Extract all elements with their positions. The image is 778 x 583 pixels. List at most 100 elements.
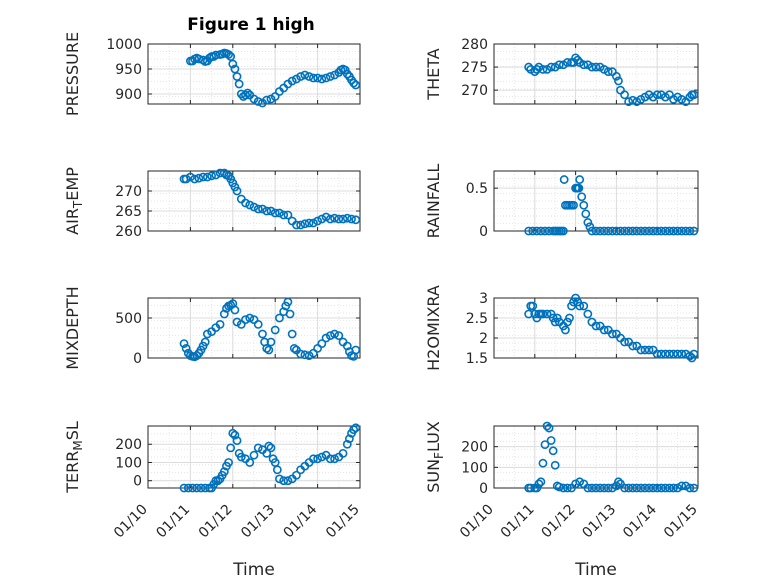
data-point-pressure xyxy=(313,73,322,83)
data-point-sun_flux xyxy=(595,483,605,493)
data-point-air_temp xyxy=(207,171,216,181)
data-point-sun_flux xyxy=(583,483,593,493)
data-point-terr_msl xyxy=(245,458,255,467)
data-point-mixdepth xyxy=(308,348,318,358)
ylabel-h2omixra: H2OMIXRA xyxy=(424,285,443,371)
data-point-rainfall xyxy=(689,226,699,236)
data-point-sun_flux xyxy=(689,483,699,493)
data-point-mixdepth xyxy=(219,309,229,319)
data-point-pressure xyxy=(253,97,263,106)
xtick-label: 01/14 xyxy=(281,501,321,541)
data-point-rainfall xyxy=(620,226,629,236)
data-point-pressure xyxy=(234,79,244,89)
data-point-sun_flux xyxy=(603,483,613,493)
data-point-sun_flux xyxy=(620,483,629,493)
data-point-pressure xyxy=(230,64,240,74)
data-point-theta xyxy=(612,71,621,81)
ytick-label: 200 xyxy=(461,440,488,456)
ytick-label: 0.5 xyxy=(466,181,488,197)
data-point-air_temp xyxy=(198,172,208,182)
data-point-sun_flux xyxy=(563,483,572,493)
data-point-sun_flux xyxy=(624,483,634,493)
data-point-mixdepth xyxy=(181,343,191,353)
data-point-rainfall xyxy=(559,175,569,184)
data-point-terr_msl xyxy=(351,423,361,433)
data-point-rainfall xyxy=(581,209,591,219)
data-point-terr_msl xyxy=(264,441,274,451)
xlabel: Time xyxy=(232,560,275,580)
data-point-rainfall xyxy=(599,226,609,236)
data-point-theta xyxy=(573,55,583,65)
data-point-pressure xyxy=(232,72,242,81)
axes-box xyxy=(147,297,361,359)
data-point-h2omixra xyxy=(591,321,601,331)
ytick-label: 260 xyxy=(115,224,142,240)
data-point-terr_msl xyxy=(313,454,322,464)
data-point-air_temp xyxy=(241,198,250,208)
ytick-label: 900 xyxy=(115,87,142,103)
data-point-mixdepth xyxy=(226,300,236,310)
data-point-sun_flux xyxy=(540,440,550,449)
data-point-pressure xyxy=(308,73,318,83)
data-point-mixdepth xyxy=(232,317,242,327)
data-point-air_temp xyxy=(334,214,344,224)
data-point-air_temp xyxy=(351,215,361,225)
data-point-theta xyxy=(591,62,601,72)
data-point-mixdepth xyxy=(192,351,202,360)
data-point-sun_flux xyxy=(526,483,536,493)
data-point-terr_msl xyxy=(228,428,238,438)
data-point-air_temp xyxy=(266,206,276,216)
data-point-terr_msl xyxy=(330,454,339,464)
xtick-label: 01/14 xyxy=(620,501,660,541)
data-point-rainfall xyxy=(681,226,691,236)
data-point-theta xyxy=(579,60,589,70)
data-point-h2omixra xyxy=(640,345,650,355)
figure-title: Figure 1 high xyxy=(187,15,315,35)
data-point-air_temp xyxy=(291,220,301,230)
data-point-h2omixra xyxy=(620,337,629,347)
data-point-mixdepth xyxy=(236,319,246,329)
data-point-air_temp xyxy=(253,204,263,214)
data-point-terr_msl xyxy=(272,465,282,475)
data-point-sun_flux xyxy=(669,483,678,493)
data-point-h2omixra xyxy=(665,349,674,359)
data-point-theta xyxy=(614,76,623,86)
data-point-h2omixra xyxy=(579,301,589,311)
data-point-rainfall xyxy=(574,183,584,193)
data-point-air_temp xyxy=(279,210,289,220)
data-point-mixdepth xyxy=(262,343,272,353)
xtick-label: 01/12 xyxy=(196,502,236,542)
data-point-rainfall xyxy=(669,226,678,236)
data-point-mixdepth xyxy=(300,350,310,360)
data-point-rainfall xyxy=(544,226,554,236)
data-point-sun_flux xyxy=(640,483,650,493)
data-point-rainfall xyxy=(640,226,650,236)
data-point-rainfall xyxy=(558,226,568,236)
data-point-air_temp xyxy=(249,202,259,212)
data-point-theta xyxy=(652,90,662,100)
data-point-pressure xyxy=(228,59,238,69)
ytick-label: 200 xyxy=(115,437,142,453)
data-point-air_temp xyxy=(321,212,331,222)
data-point-rainfall xyxy=(656,226,666,236)
data-point-sun_flux xyxy=(548,446,558,456)
data-point-rainfall xyxy=(665,226,674,236)
data-point-h2omixra xyxy=(669,349,678,359)
data-point-air_temp xyxy=(283,210,293,220)
data-point-pressure xyxy=(304,72,314,81)
data-point-sun_flux xyxy=(628,483,638,493)
data-point-h2omixra xyxy=(583,309,593,319)
data-point-sun_flux xyxy=(538,458,548,468)
data-point-mixdepth xyxy=(200,337,210,347)
data-point-rainfall xyxy=(575,175,585,184)
data-point-h2omixra xyxy=(636,345,646,355)
axes-box xyxy=(493,297,699,359)
data-point-sun_flux xyxy=(532,483,542,493)
data-point-rainfall xyxy=(528,226,538,236)
data-point-sun_flux xyxy=(587,483,597,493)
data-point-h2omixra xyxy=(575,301,585,311)
data-point-mixdepth xyxy=(179,339,189,348)
data-point-air_temp xyxy=(262,206,272,216)
data-point-terr_msl xyxy=(317,452,327,462)
data-point-air_temp xyxy=(181,174,191,184)
